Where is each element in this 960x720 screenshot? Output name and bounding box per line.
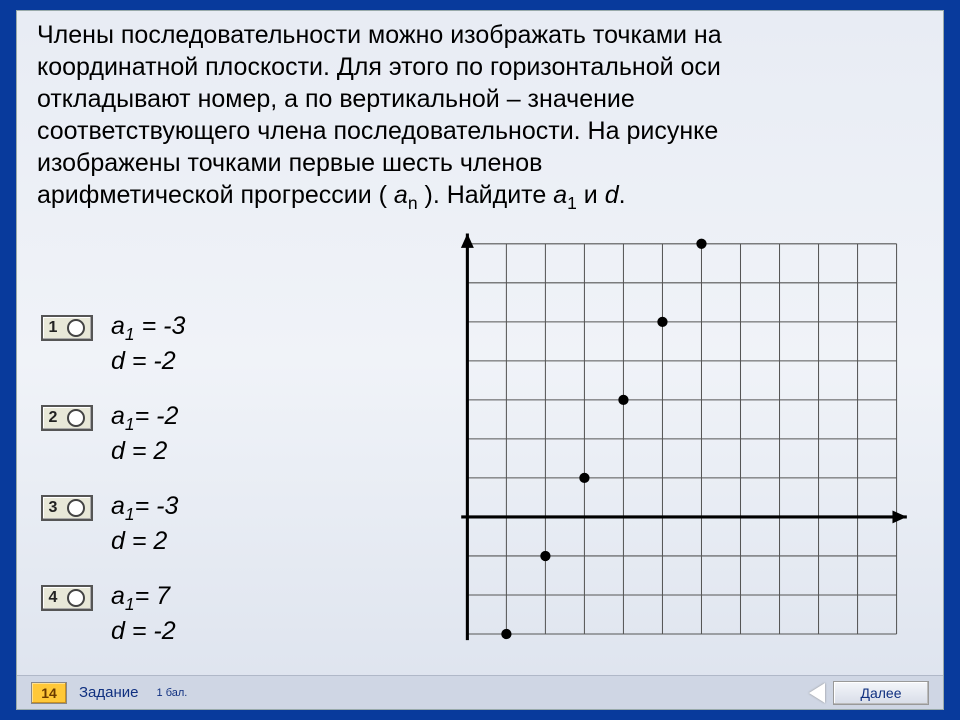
option-row: 4 a1= 7 d = -2 <box>41 581 381 647</box>
opt-rest: = -3 <box>135 492 179 520</box>
option-button-1[interactable]: 1 <box>41 315 93 341</box>
next-button[interactable]: Далее <box>833 681 929 705</box>
opt-sub: 1 <box>125 594 135 614</box>
option-number: 4 <box>43 589 63 607</box>
q-line: соответствующего члена последовательност… <box>37 117 718 145</box>
option-button-3[interactable]: 3 <box>41 495 93 521</box>
options-list: 1 a1 = -3 d = -2 2 a1= -2 d = 2 3 <box>41 311 381 672</box>
option-number: 2 <box>43 409 63 427</box>
option-row: 3 a1= -3 d = 2 <box>41 491 381 557</box>
opt-a: a <box>111 582 125 610</box>
q-line: . <box>619 181 626 209</box>
q-line: ). Найдите <box>418 181 554 209</box>
slide: Члены последовательности можно изображат… <box>16 10 944 710</box>
question-text: Члены последовательности можно изображат… <box>37 19 913 214</box>
option-text: a1= -3 d = 2 <box>111 491 178 557</box>
option-row: 1 a1 = -3 d = -2 <box>41 311 381 377</box>
opt-d: d = -2 <box>111 617 176 645</box>
opt-sub: 1 <box>125 414 135 434</box>
opt-d: d = 2 <box>111 437 167 465</box>
opt-rest: = -2 <box>135 402 179 430</box>
radio-icon <box>67 589 85 607</box>
opt-a: a <box>111 492 125 520</box>
option-text: a1= 7 d = -2 <box>111 581 176 647</box>
chart-svg <box>453 233 913 653</box>
opt-d: d = -2 <box>111 347 176 375</box>
q-sub: 1 <box>567 193 577 213</box>
q-line: координатной плоскости. Для этого по гор… <box>37 53 721 81</box>
opt-rest: = -3 <box>135 312 186 340</box>
q-line: арифметической прогрессии ( <box>37 181 394 209</box>
q-line: изображены точками первые шесть членов <box>37 149 542 177</box>
option-row: 2 a1= -2 d = 2 <box>41 401 381 467</box>
opt-rest: = 7 <box>135 582 170 610</box>
radio-icon <box>67 409 85 427</box>
option-number: 3 <box>43 499 63 517</box>
option-button-2[interactable]: 2 <box>41 405 93 431</box>
sequence-chart <box>453 233 913 653</box>
radio-icon <box>67 319 85 337</box>
q-sub: n <box>408 193 418 213</box>
option-text: a1= -2 d = 2 <box>111 401 178 467</box>
opt-a: a <box>111 312 125 340</box>
q-line: Члены последовательности можно изображат… <box>37 21 722 49</box>
q-var: a <box>553 181 567 209</box>
option-text: a1 = -3 d = -2 <box>111 311 185 377</box>
option-number: 1 <box>43 319 63 337</box>
opt-d: d = 2 <box>111 527 167 555</box>
q-var: a <box>394 181 408 209</box>
q-line: откладывают номер, а по вертикальной – з… <box>37 85 635 113</box>
q-var: d <box>605 181 619 209</box>
task-label: Задание <box>79 684 139 701</box>
footer-bar: 14 Задание 1 бал. Далее <box>17 675 943 709</box>
q-line: и <box>577 181 605 209</box>
opt-sub: 1 <box>125 504 135 524</box>
opt-a: a <box>111 402 125 430</box>
option-button-4[interactable]: 4 <box>41 585 93 611</box>
prev-arrow-icon[interactable] <box>809 683 825 703</box>
opt-sub: 1 <box>125 324 135 344</box>
points-label: 1 бал. <box>157 687 188 699</box>
radio-icon <box>67 499 85 517</box>
task-number-badge: 14 <box>31 682 67 704</box>
